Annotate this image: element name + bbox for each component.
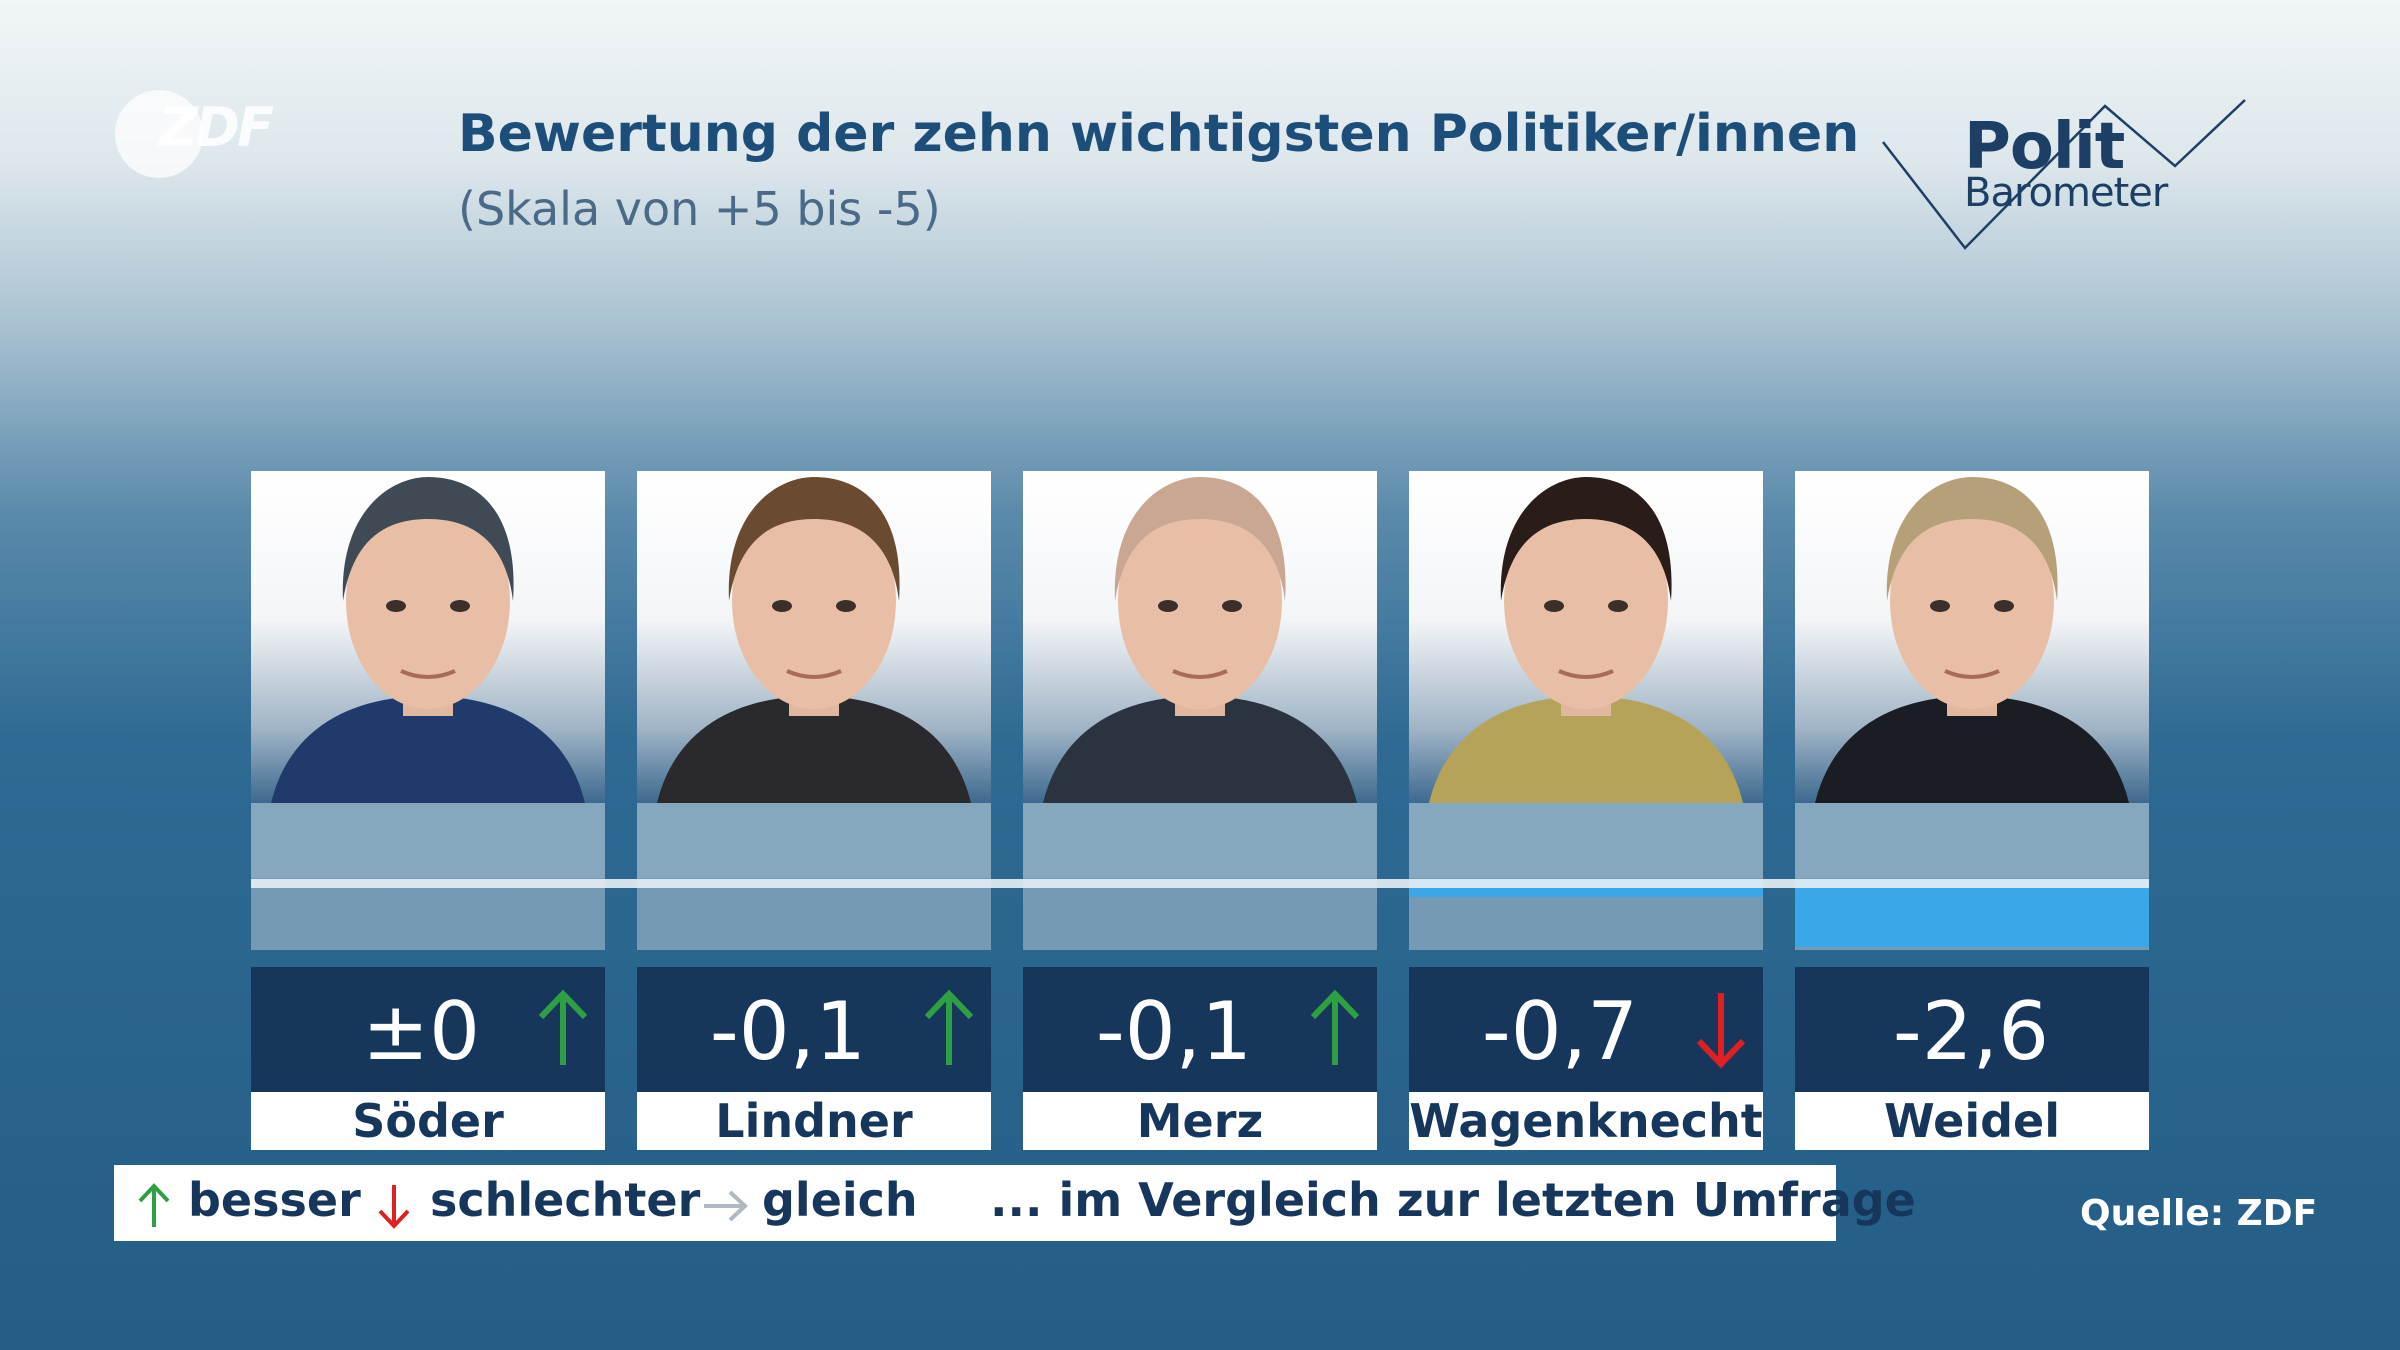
value-box: -2,6 (1795, 967, 2149, 1092)
zdf-logo-circle (115, 90, 203, 178)
rating-scale (1023, 803, 1377, 950)
value-box: -0,1 (637, 967, 991, 1092)
rating-bar (1795, 879, 2149, 947)
politician-name: Söder (352, 1094, 504, 1148)
scale-positive-zone (637, 803, 991, 878)
politbarometer-zigzag-icon (1882, 99, 2246, 250)
portrait-image (657, 477, 971, 803)
rating-scale (637, 803, 991, 950)
name-box: Lindner (637, 1092, 991, 1150)
scale-positive-zone (1795, 803, 2149, 878)
value-label: -0,1 (709, 985, 866, 1078)
arrow-up-icon (1310, 989, 1360, 1065)
zdf-logo-text: ZDF (159, 96, 274, 159)
name-box: Wagenknecht (1409, 1092, 1763, 1150)
arrow-right-icon (704, 1190, 748, 1222)
legend-better: besser (188, 1173, 361, 1227)
scale-positive-zone (1023, 803, 1377, 878)
arrow-up-icon (924, 989, 974, 1065)
politbarometer-logo: Polit Barometer (1875, 92, 2255, 262)
brand-line1: Polit (1964, 110, 2125, 184)
politician-name: Weidel (1884, 1094, 2060, 1148)
arrow-up-icon (138, 1183, 170, 1227)
scale-positive-zone (1409, 803, 1763, 878)
name-box: Weidel (1795, 1092, 2149, 1150)
value-box: -0,7 (1409, 967, 1763, 1092)
politician-name: Wagenknecht (1409, 1094, 1763, 1148)
value-label: -0,1 (1095, 985, 1252, 1078)
source-note: Quelle: ZDF (2080, 1193, 2318, 1234)
legend-note: ... im Vergleich zur letzten Umfrage (990, 1173, 1916, 1227)
arrow-down-icon (378, 1185, 410, 1229)
legend-worse: schlechter (430, 1173, 701, 1227)
politician-name: Merz (1136, 1094, 1264, 1148)
portrait-photo (637, 471, 991, 803)
portrait-photo (1795, 471, 2149, 803)
value-box: ±0 (251, 967, 605, 1092)
portrait-photo (1023, 471, 1377, 803)
chart-subtitle: (Skala von +5 bis -5) (458, 182, 941, 236)
portrait-photo (1409, 471, 1763, 803)
rating-scale (1795, 803, 2149, 950)
rating-scale (251, 803, 605, 950)
name-box: Merz (1023, 1092, 1377, 1150)
portrait-image (1429, 477, 1743, 803)
name-box: Söder (251, 1092, 605, 1150)
arrow-down-icon (1696, 993, 1746, 1069)
arrow-up-icon (538, 989, 588, 1065)
portrait-photo (251, 471, 605, 803)
value-label: -0,7 (1481, 985, 1638, 1078)
legend: besser schlechter gleich ... im Vergleic… (114, 1165, 1916, 1241)
brand-line2: Barometer (1964, 170, 2168, 216)
portrait-image (1815, 477, 2129, 803)
legend-same: gleich (762, 1173, 918, 1227)
scale-positive-zone (251, 803, 605, 878)
portrait-image (271, 477, 585, 803)
zdf-logo: ZDF (115, 88, 285, 183)
rating-scale (1409, 803, 1763, 950)
value-label: ±0 (362, 985, 480, 1078)
value-box: -0,1 (1023, 967, 1377, 1092)
chart-title: Bewertung der zehn wichtigsten Politiker… (458, 104, 1860, 164)
politician-name: Lindner (715, 1094, 913, 1148)
portrait-image (1043, 477, 1357, 803)
zero-line (251, 879, 2149, 888)
value-label: -2,6 (1892, 985, 2049, 1078)
